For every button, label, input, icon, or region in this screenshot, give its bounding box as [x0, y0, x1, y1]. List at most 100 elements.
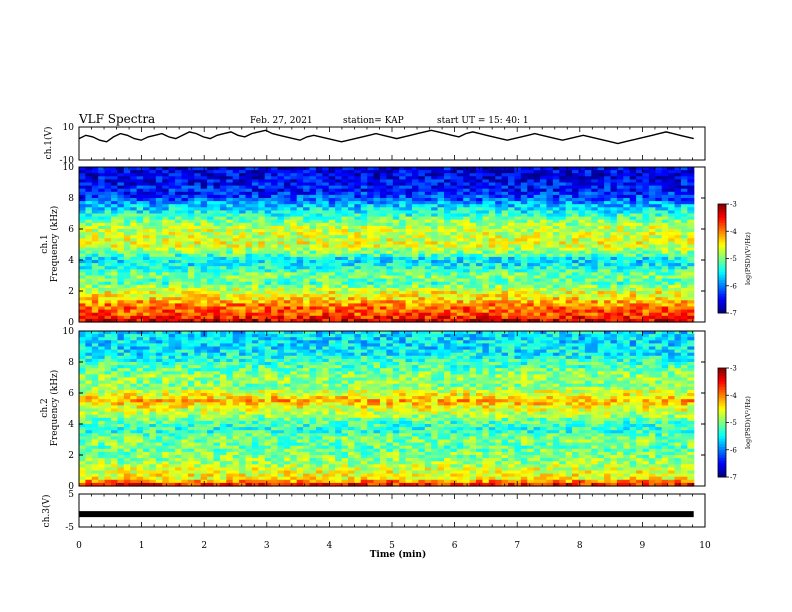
heatmap-cell [283, 176, 291, 180]
ytick-label: 2 [68, 287, 74, 297]
heatmap-cell [322, 306, 330, 311]
heatmap-cell [597, 188, 605, 193]
heatmap-cell [226, 263, 234, 267]
heatmap-cell [604, 297, 612, 301]
heatmap-cell [354, 204, 362, 208]
heatmap-cell [91, 176, 99, 180]
heatmap-cell [687, 294, 695, 298]
heatmap-cell [392, 204, 400, 208]
heatmap-cell [687, 210, 695, 215]
heatmap-cell [111, 194, 119, 199]
heatmap-cell [661, 281, 669, 286]
heatmap-cell [347, 232, 355, 236]
heatmap-cell [315, 247, 323, 252]
heatmap-cell [629, 167, 637, 171]
heatmap-cell [648, 219, 656, 224]
heatmap-cell [79, 263, 86, 267]
heatmap-cell [648, 173, 656, 177]
heatmap-cell [283, 201, 291, 205]
heatmap-cell [674, 170, 682, 174]
heatmap-cell [91, 253, 99, 258]
heatmap-cell [629, 266, 637, 270]
heatmap-cell [661, 185, 669, 190]
heatmap-cell [527, 204, 535, 208]
heatmap-cell [309, 275, 317, 280]
heatmap-cell [347, 213, 355, 218]
heatmap-cell [219, 300, 227, 304]
heatmap-cell [399, 170, 407, 174]
heatmap-cell [296, 173, 304, 177]
heatmap-cell [411, 272, 419, 277]
heatmap-cell [264, 191, 272, 196]
heatmap-cell [168, 297, 176, 301]
heatmap-cell [296, 256, 304, 261]
heatmap-cell [501, 238, 509, 242]
heatmap-cell [341, 191, 349, 196]
heatmap-cell [648, 294, 656, 298]
heatmap-cell [181, 232, 189, 236]
heatmap-cell [123, 170, 131, 174]
heatmap-cell [469, 244, 477, 249]
heatmap-cell [629, 188, 637, 193]
heatmap-cell [661, 250, 669, 255]
heatmap-cell [495, 250, 503, 255]
heatmap-cell [226, 256, 234, 261]
heatmap-cell [232, 247, 240, 252]
heatmap-cell [392, 309, 400, 314]
heatmap-cell [674, 253, 682, 258]
heatmap-cell [341, 188, 349, 193]
heatmap-cell [335, 210, 343, 215]
heatmap-cell [508, 291, 516, 295]
heatmap-cell [476, 185, 484, 190]
heatmap-cell [155, 272, 163, 277]
heatmap-cell [335, 185, 343, 190]
heatmap-cell [456, 191, 464, 196]
heatmap-cell [283, 191, 291, 196]
heatmap-cell [232, 300, 240, 304]
heatmap-cell [187, 191, 195, 196]
heatmap-cell [623, 219, 631, 224]
heatmap-cell [610, 213, 618, 218]
heatmap-cell [258, 232, 266, 236]
heatmap-cell [687, 191, 695, 196]
heatmap-cell [219, 176, 227, 180]
heatmap-cell [187, 297, 195, 301]
heatmap-cell [655, 188, 663, 193]
heatmap-cell [559, 291, 567, 295]
heatmap-cell [405, 275, 413, 280]
heatmap-cell [501, 241, 509, 246]
heatmap-cell [219, 207, 227, 211]
heatmap-cell [508, 266, 516, 270]
heatmap-cell [597, 256, 605, 261]
heatmap-cell [610, 207, 618, 211]
heatmap-cell [322, 287, 330, 292]
heatmap-cell [373, 185, 381, 190]
heatmap-cell [373, 281, 381, 286]
heatmap-cell [136, 173, 144, 177]
heatmap-cell [245, 173, 253, 177]
heatmap-cell [456, 210, 464, 215]
heatmap-cell [642, 284, 650, 289]
heatmap-cell [360, 235, 368, 239]
heatmap-cell [143, 315, 151, 320]
heatmap-cell [668, 229, 676, 233]
heatmap-cell [687, 253, 695, 258]
heatmap-cell [520, 278, 528, 283]
heatmap-cell [469, 291, 477, 295]
heatmap-cell [175, 263, 183, 267]
heatmap-cell [520, 263, 528, 267]
heatmap-cell [597, 275, 605, 280]
heatmap-cell [597, 281, 605, 286]
heatmap-cell [463, 170, 471, 174]
heatmap-cell [117, 284, 125, 289]
heatmap-cell [367, 225, 375, 230]
heatmap-cell [572, 225, 580, 230]
heatmap-cell [540, 170, 548, 174]
heatmap-cell [405, 309, 413, 314]
heatmap-cell [527, 312, 535, 317]
heatmap-cell [303, 309, 311, 314]
heatmap-cell [476, 176, 484, 180]
heatmap-cell [565, 300, 573, 304]
heatmap-cell [91, 247, 99, 252]
heatmap-cell [668, 312, 676, 317]
